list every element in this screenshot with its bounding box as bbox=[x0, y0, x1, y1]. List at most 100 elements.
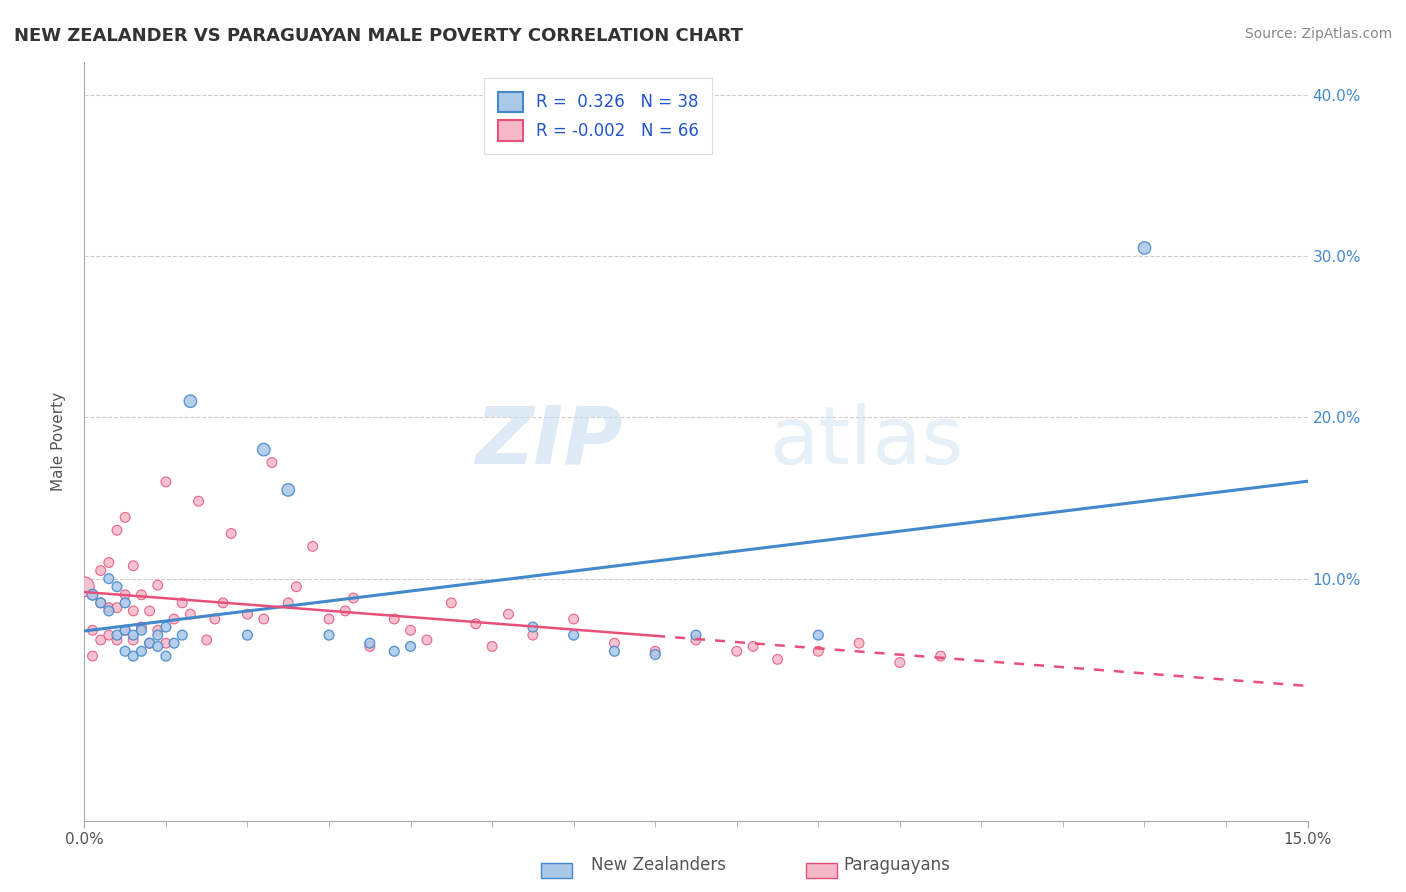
Point bbox=[359, 636, 381, 650]
Point bbox=[179, 394, 201, 409]
Point bbox=[342, 591, 364, 605]
Point bbox=[114, 624, 136, 638]
Point bbox=[155, 636, 177, 650]
Point bbox=[685, 632, 707, 647]
Point bbox=[122, 649, 145, 664]
Point bbox=[97, 604, 120, 618]
Point bbox=[155, 620, 177, 634]
Point bbox=[848, 636, 870, 650]
Point bbox=[807, 628, 830, 642]
Point bbox=[90, 632, 112, 647]
Point bbox=[382, 644, 405, 658]
Point bbox=[440, 596, 463, 610]
Point bbox=[807, 644, 830, 658]
Point bbox=[172, 596, 194, 610]
Point bbox=[260, 456, 283, 470]
Point bbox=[97, 572, 120, 586]
Point bbox=[204, 612, 226, 626]
Point bbox=[253, 612, 276, 626]
Point bbox=[301, 540, 323, 554]
Y-axis label: Male Poverty: Male Poverty bbox=[51, 392, 66, 491]
Point bbox=[172, 628, 194, 642]
Point bbox=[90, 596, 112, 610]
Point bbox=[725, 644, 748, 658]
Point bbox=[603, 644, 626, 658]
Point bbox=[97, 628, 120, 642]
Point bbox=[498, 607, 520, 622]
Point bbox=[277, 483, 299, 497]
Point bbox=[179, 607, 201, 622]
Text: Source: ZipAtlas.com: Source: ZipAtlas.com bbox=[1244, 27, 1392, 41]
Point bbox=[131, 620, 153, 634]
Point bbox=[889, 656, 911, 670]
Text: NEW ZEALANDER VS PARAGUAYAN MALE POVERTY CORRELATION CHART: NEW ZEALANDER VS PARAGUAYAN MALE POVERTY… bbox=[14, 27, 742, 45]
Point bbox=[742, 640, 765, 654]
Point bbox=[155, 649, 177, 664]
Point bbox=[603, 636, 626, 650]
Point bbox=[382, 612, 405, 626]
Point bbox=[105, 580, 128, 594]
Point bbox=[522, 628, 544, 642]
Point bbox=[105, 523, 128, 537]
Point bbox=[562, 612, 585, 626]
Point bbox=[399, 640, 422, 654]
Point bbox=[644, 644, 666, 658]
Point bbox=[155, 475, 177, 489]
Point bbox=[146, 628, 169, 642]
Point bbox=[253, 442, 276, 457]
Point bbox=[114, 588, 136, 602]
Point bbox=[131, 624, 153, 638]
Text: New Zealanders: New Zealanders bbox=[591, 855, 725, 873]
Point bbox=[195, 632, 218, 647]
Point bbox=[277, 596, 299, 610]
Point bbox=[464, 616, 486, 631]
Point bbox=[187, 494, 209, 508]
Point bbox=[82, 624, 104, 638]
Point bbox=[285, 580, 308, 594]
Point bbox=[138, 604, 160, 618]
Point bbox=[131, 644, 153, 658]
Point bbox=[105, 632, 128, 647]
Point bbox=[163, 636, 186, 650]
Point bbox=[236, 628, 259, 642]
Point bbox=[122, 558, 145, 573]
Point bbox=[399, 624, 422, 638]
Point bbox=[82, 649, 104, 664]
Point bbox=[335, 604, 357, 618]
Point bbox=[90, 564, 112, 578]
Point bbox=[212, 596, 235, 610]
Point bbox=[236, 607, 259, 622]
Point bbox=[766, 652, 789, 666]
Point bbox=[138, 636, 160, 650]
Point bbox=[114, 624, 136, 638]
Point bbox=[522, 620, 544, 634]
Point bbox=[929, 649, 952, 664]
Point bbox=[122, 628, 145, 642]
Point bbox=[114, 596, 136, 610]
Point bbox=[105, 628, 128, 642]
Point bbox=[1133, 241, 1156, 255]
Point bbox=[163, 612, 186, 626]
Point bbox=[481, 640, 503, 654]
Text: ZIP: ZIP bbox=[475, 402, 623, 481]
Legend: R =  0.326   N = 38, R = -0.002   N = 66: R = 0.326 N = 38, R = -0.002 N = 66 bbox=[484, 78, 711, 154]
Text: Paraguayans: Paraguayans bbox=[844, 855, 950, 873]
Point bbox=[114, 510, 136, 524]
Point bbox=[219, 526, 242, 541]
Point bbox=[416, 632, 439, 647]
Point bbox=[146, 578, 169, 592]
Point bbox=[82, 588, 104, 602]
Point bbox=[359, 640, 381, 654]
Point bbox=[122, 604, 145, 618]
Text: atlas: atlas bbox=[769, 402, 963, 481]
Point bbox=[82, 588, 104, 602]
Point bbox=[318, 628, 340, 642]
Point bbox=[138, 636, 160, 650]
Point bbox=[97, 600, 120, 615]
Point bbox=[105, 600, 128, 615]
Point bbox=[131, 588, 153, 602]
Point bbox=[146, 640, 169, 654]
Point bbox=[90, 596, 112, 610]
Point bbox=[122, 632, 145, 647]
Point bbox=[73, 580, 96, 594]
